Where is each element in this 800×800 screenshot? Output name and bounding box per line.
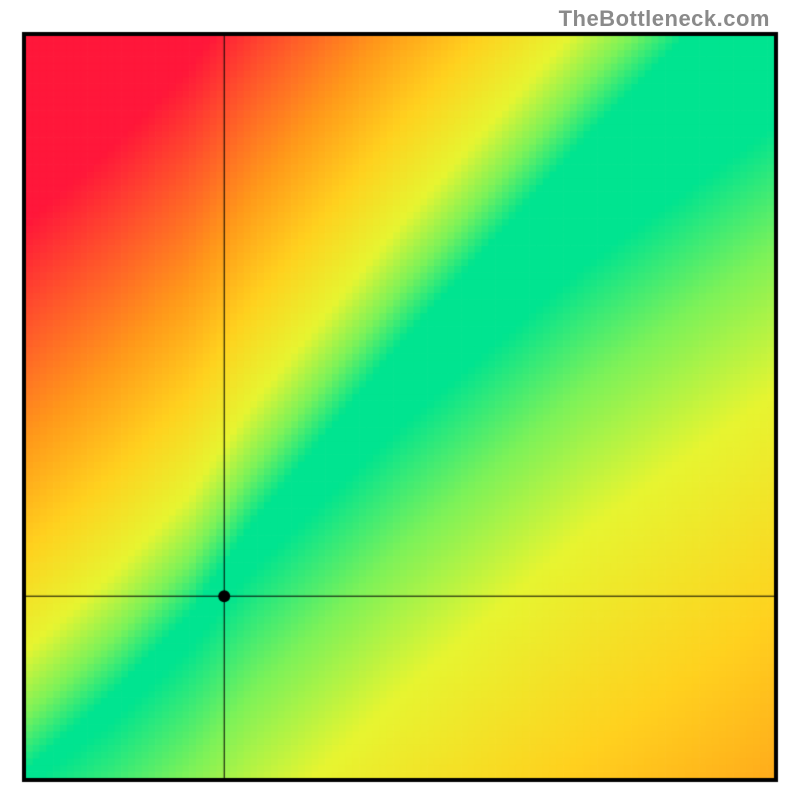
watermark-text: TheBottleneck.com bbox=[559, 6, 770, 32]
chart-container: TheBottleneck.com bbox=[0, 0, 800, 800]
bottleneck-heatmap bbox=[0, 0, 800, 800]
